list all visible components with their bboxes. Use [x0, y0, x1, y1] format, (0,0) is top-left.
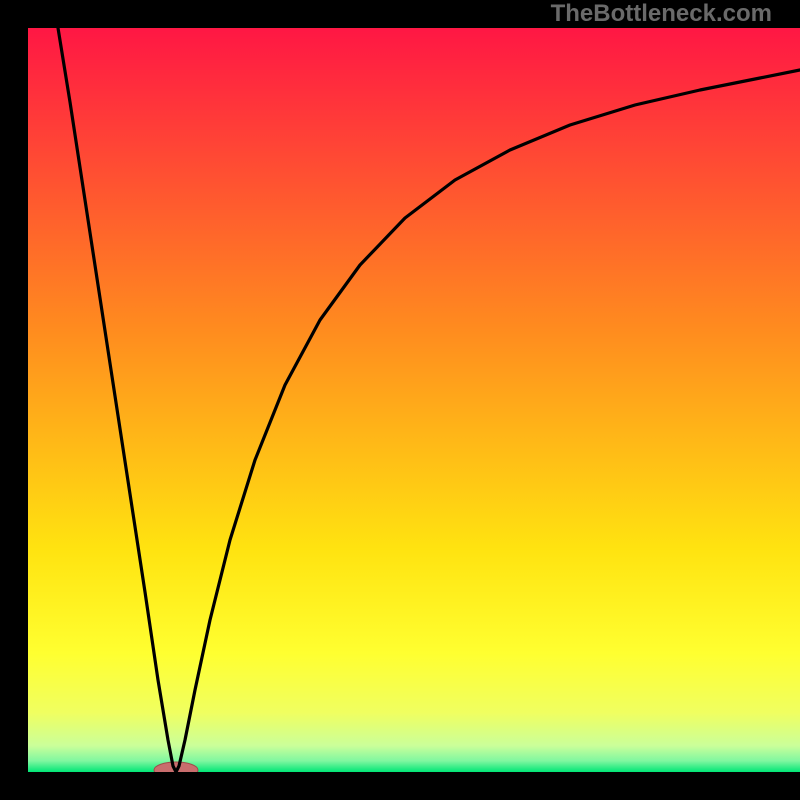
bottleneck-chart — [0, 0, 800, 800]
watermark-text: TheBottleneck.com — [551, 0, 772, 28]
chart-gradient-background — [28, 28, 800, 772]
